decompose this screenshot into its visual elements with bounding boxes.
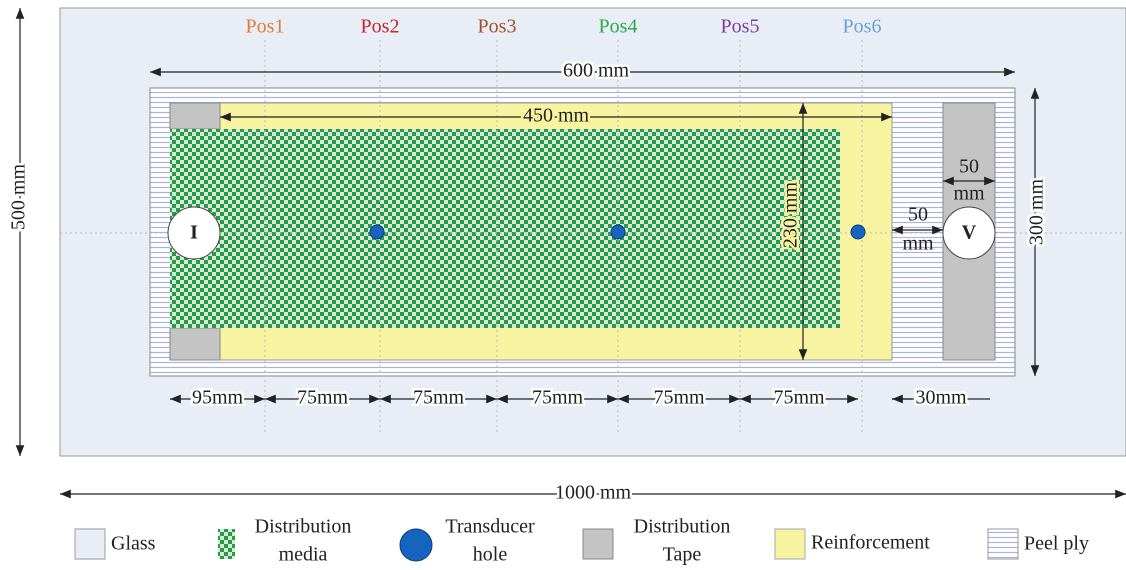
positions: Pos1 Pos2 Pos3 Pos4 Pos5 Pos6 [246,16,882,432]
dim-label: mm [902,233,934,255]
dim-label: 75mm [532,387,584,409]
dim-label: 50 [908,204,928,226]
legend-swatch [399,528,433,562]
dim-label: 300 mm [1026,179,1048,246]
distribution-tape [169,102,221,130]
position-label: Pos1 [246,16,285,38]
spacings: 95mm 75mm 75mm 75mm 75mm 75mm 30mm [170,384,990,411]
legend-label: Transducer [445,516,535,538]
legend-label: Peel ply [1024,533,1089,555]
legend-label: Reinforcement [811,532,930,554]
legend-label: Distribution [255,516,352,538]
dim-label: 600 mm [563,60,630,82]
dim-label: 75mm [297,387,349,409]
position-label: Pos3 [478,16,517,38]
transducer-hole [850,224,866,240]
vent-label: V [962,222,977,244]
dim-label: 95mm [192,387,244,409]
dim-label: 50 [959,156,979,178]
position-label: Pos4 [599,16,638,38]
dim-label: 230 mm [780,182,802,249]
dim-label: 75mm [413,387,465,409]
inlet-port [167,206,221,260]
dim-label: 450 mm [523,105,590,127]
dim-label: 1000 mm [555,482,632,504]
dim-label: mm [953,183,985,205]
dim-label: 75mm [773,387,825,409]
legend-swatch [774,528,806,560]
legend-swatch [74,528,106,560]
dim-label: 500 mm [8,164,30,231]
dim-label: 75mm [653,387,705,409]
inlet-label: I [190,222,198,244]
distribution-tape [169,327,221,361]
legend-label: media [279,544,328,566]
legend-label: hole [473,544,508,566]
vent-port [942,206,996,260]
position-label: Pos6 [843,16,882,38]
transducer-hole [369,224,385,240]
dim-label: 30mm [915,387,967,409]
position-label: Pos5 [721,16,760,38]
legend-swatch [218,529,235,559]
legend-label: Glass [111,533,156,555]
position-label: Pos2 [361,16,400,38]
legend-label: Tape [663,544,702,566]
legend-swatch [987,528,1019,560]
transducer-hole [610,224,626,240]
distribution-media [170,129,840,328]
legend: Glass Distribution media Transducer hole… [74,516,1089,566]
legend-swatch [582,528,614,560]
legend-label: Distribution [634,516,731,538]
